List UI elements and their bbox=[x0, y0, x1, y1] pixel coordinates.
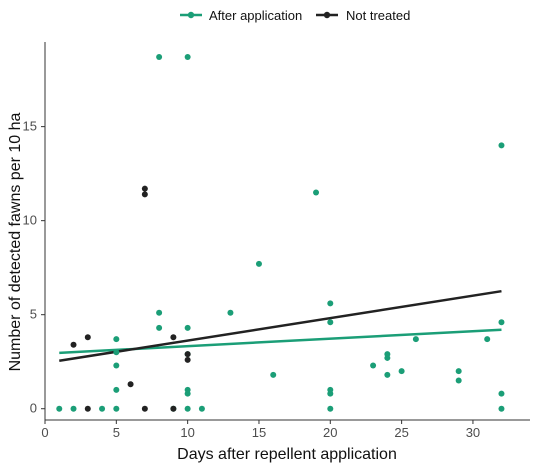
y-tick-label: 10 bbox=[23, 213, 37, 228]
legend-label-after-application: After application bbox=[209, 8, 302, 23]
x-tick-label: 20 bbox=[323, 425, 337, 440]
data-point-not-treated bbox=[84, 334, 91, 341]
data-point-after-application bbox=[270, 371, 277, 378]
data-point-after-application bbox=[99, 405, 106, 412]
data-point-after-application bbox=[398, 368, 405, 375]
y-tick-label: 15 bbox=[23, 119, 37, 134]
trend-lines bbox=[59, 289, 502, 362]
data-point-after-application bbox=[255, 260, 262, 267]
data-point-not-treated bbox=[170, 405, 177, 412]
y-axis-title: Number of detected fawns per 10 ha bbox=[7, 112, 24, 371]
legend: After application Not treated bbox=[180, 8, 410, 23]
data-point-after-application bbox=[156, 309, 163, 316]
y-tick-label: 0 bbox=[30, 401, 37, 416]
data-point-not-treated bbox=[141, 185, 148, 192]
data-point-after-application bbox=[227, 309, 234, 316]
data-point-after-application bbox=[113, 362, 120, 369]
data-point-after-application bbox=[484, 336, 491, 343]
data-point-after-application bbox=[384, 371, 391, 378]
data-point-after-application bbox=[184, 386, 191, 393]
x-tick-label: 0 bbox=[41, 425, 48, 440]
data-point-not-treated bbox=[141, 191, 148, 198]
x-tick-label: 30 bbox=[466, 425, 480, 440]
data-point-after-application bbox=[384, 351, 391, 358]
legend-dot-not-treated bbox=[323, 11, 331, 19]
data-point-after-application bbox=[56, 405, 63, 412]
data-point-not-treated bbox=[84, 405, 91, 412]
data-point-not-treated bbox=[184, 351, 191, 358]
legend-label-not-treated: Not treated bbox=[346, 8, 410, 23]
data-point-after-application bbox=[327, 300, 334, 307]
data-point-after-application bbox=[113, 349, 120, 356]
data-point-after-application bbox=[327, 386, 334, 393]
data-point-after-application bbox=[498, 390, 505, 397]
x-tick-label: 5 bbox=[113, 425, 120, 440]
data-point-not-treated bbox=[184, 356, 191, 363]
data-point-after-application bbox=[113, 336, 120, 343]
data-point-after-application bbox=[184, 324, 191, 331]
data-point-after-application bbox=[184, 54, 191, 61]
x-tick-label: 15 bbox=[252, 425, 266, 440]
data-point-after-application bbox=[184, 405, 191, 412]
x-axis-ticks: 0 5 10 15 20 25 30 bbox=[41, 420, 480, 440]
legend-dot-after-application bbox=[187, 11, 195, 19]
legend-item-after-application: After application bbox=[180, 8, 302, 23]
trend-line-not-treated bbox=[59, 289, 502, 362]
data-point-not-treated bbox=[141, 405, 148, 412]
data-points bbox=[56, 54, 505, 412]
data-point-not-treated bbox=[70, 341, 77, 348]
data-point-after-application bbox=[327, 405, 334, 412]
data-point-after-application bbox=[370, 362, 377, 369]
data-point-not-treated bbox=[127, 381, 134, 388]
data-point-after-application bbox=[412, 336, 419, 343]
data-point-not-treated bbox=[170, 334, 177, 341]
data-point-after-application bbox=[313, 189, 320, 196]
data-point-after-application bbox=[113, 386, 120, 393]
y-tick-label: 5 bbox=[30, 307, 37, 322]
data-point-after-application bbox=[156, 324, 163, 331]
data-point-after-application bbox=[113, 405, 120, 412]
data-point-after-application bbox=[498, 142, 505, 149]
x-tick-label: 25 bbox=[394, 425, 408, 440]
legend-item-not-treated: Not treated bbox=[316, 8, 410, 23]
plot-area: 0 5 10 15 20 25 30 0 5 10 15 bbox=[23, 42, 530, 440]
data-point-after-application bbox=[498, 319, 505, 326]
data-point-after-application bbox=[198, 405, 205, 412]
data-point-after-application bbox=[498, 405, 505, 412]
data-point-after-application bbox=[455, 368, 462, 375]
data-point-after-application bbox=[455, 377, 462, 384]
x-axis-title: Days after repellent application bbox=[177, 446, 397, 463]
data-point-after-application bbox=[327, 319, 334, 326]
data-point-after-application bbox=[156, 54, 163, 61]
y-axis-ticks: 0 5 10 15 bbox=[23, 119, 45, 416]
x-tick-label: 10 bbox=[180, 425, 194, 440]
data-point-after-application bbox=[70, 405, 77, 412]
